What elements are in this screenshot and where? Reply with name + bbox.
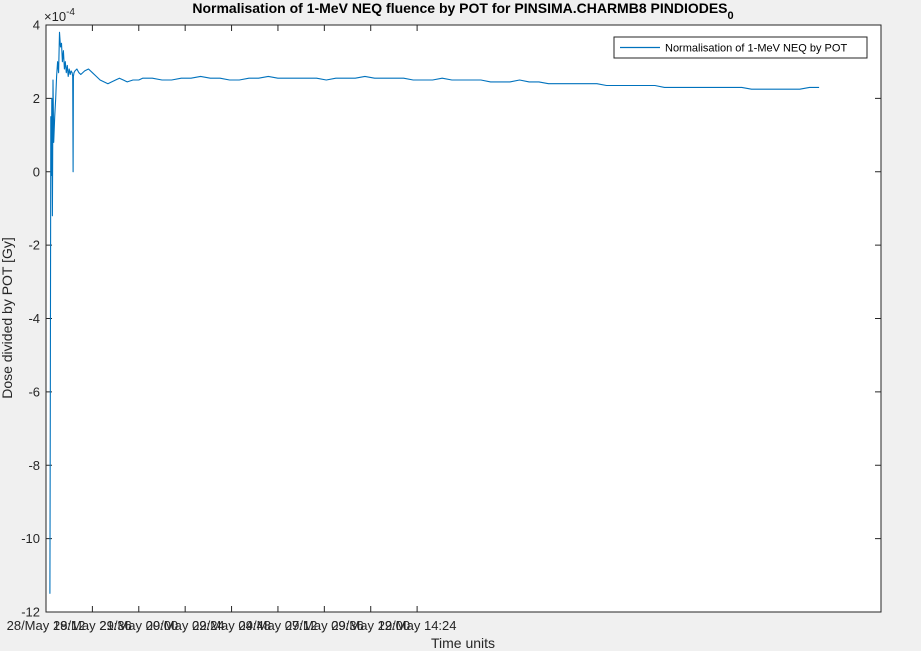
y-tick-label: 0 <box>33 164 40 179</box>
plot-border <box>45 24 882 613</box>
legend: Normalisation of 1-MeV NEQ by POT <box>613 36 868 59</box>
y-axis-label: Dose divided by POT [Gy] <box>0 237 15 399</box>
y-tick-label: -2 <box>28 238 40 253</box>
legend-box <box>613 36 868 59</box>
y-tick-label: 4 <box>33 18 40 33</box>
chart-title: Normalisation of 1-MeV NEQ fluence by PO… <box>192 0 733 22</box>
y-exponent-label: ×10-4 <box>44 7 75 24</box>
series-group <box>49 31 820 594</box>
y-tick-label: 2 <box>33 91 40 106</box>
legend-entry-label: Normalisation of 1-MeV NEQ by POT <box>665 43 847 55</box>
y-tick-label: -8 <box>28 458 40 473</box>
y-tick-label: -6 <box>28 384 40 399</box>
x-tick-label: 29/May 04:48 <box>192 618 271 633</box>
x-tick-label: 29/May 02:24 <box>146 618 225 633</box>
series-line <box>49 31 820 594</box>
x-axis-label: Time units <box>431 635 495 651</box>
x-tick-label: 29/May 14:24 <box>378 618 457 633</box>
y-tick-label: -12 <box>21 605 40 620</box>
x-tick-label: 29/May 00:00 <box>99 618 178 633</box>
plot-area <box>46 25 881 612</box>
y-tick-label: -4 <box>28 311 40 326</box>
x-tick-label: 29/May 07:12 <box>239 618 318 633</box>
x-tick-label: 28/May 19:12 <box>7 618 86 633</box>
x-tick-label: 28/May 21:36 <box>53 618 132 633</box>
x-tick-label: 29/May 09:36 <box>285 618 364 633</box>
y-tick-label: -10 <box>21 531 40 546</box>
x-tick-label: 29/May 12:00 <box>331 618 410 633</box>
